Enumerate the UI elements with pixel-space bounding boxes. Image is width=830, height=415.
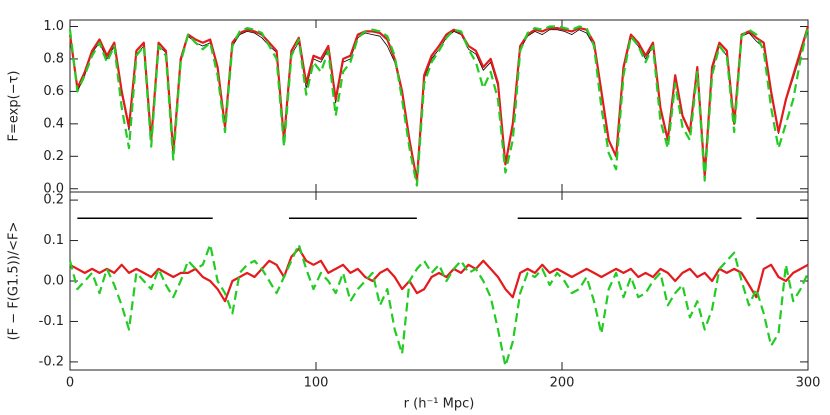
- x-tick-label: 100: [304, 376, 329, 391]
- plot-frame: [69, 191, 809, 371]
- x-tick-label: 0: [66, 376, 74, 391]
- x-axis-label: r (h⁻¹ Mpc): [404, 397, 475, 412]
- y-tick-label: 1.0: [43, 19, 64, 34]
- x-tick-label: 200: [550, 376, 575, 391]
- y-tick-label: 0.6: [43, 84, 64, 99]
- y-axis-label: F=exp(−τ): [7, 71, 22, 142]
- y-tick-label: 0.2: [43, 193, 64, 208]
- x-tick-label: 300: [796, 376, 821, 391]
- y-axis-label: (F − F(G1.5))/<F>: [7, 222, 22, 341]
- series-line: [68, 26, 810, 182]
- y-tick-label: -0.1: [39, 314, 64, 329]
- y-tick-label: 0.0: [43, 181, 64, 196]
- series-line: [68, 25, 810, 187]
- y-tick-label: -0.2: [39, 354, 64, 369]
- y-tick-label: 0.1: [43, 233, 64, 248]
- y-tick-label: 0.8: [43, 51, 64, 66]
- y-tick-label: 0.2: [43, 149, 64, 164]
- y-tick-label: 0.4: [43, 116, 64, 131]
- y-tick-label: 0.0: [43, 274, 64, 289]
- series-line: [69, 247, 809, 303]
- series-line: [68, 243, 810, 368]
